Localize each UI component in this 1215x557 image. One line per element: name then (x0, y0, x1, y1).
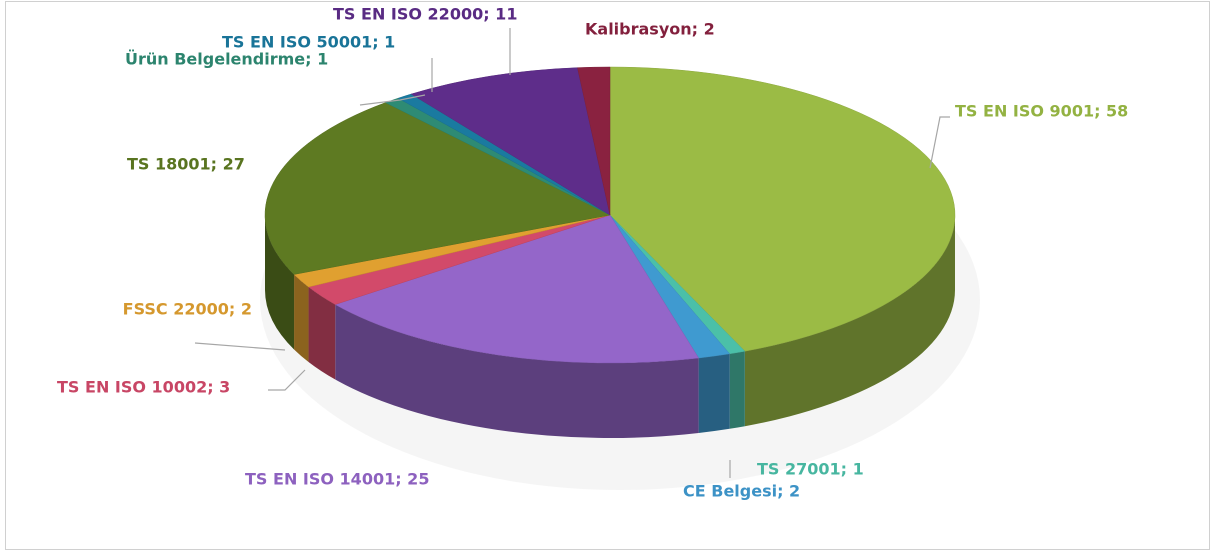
leader-line (929, 116, 950, 169)
slice (410, 67, 611, 216)
slice (609, 66, 956, 352)
slice (577, 66, 611, 216)
data-label: TS 27001; 1 (757, 460, 864, 479)
slice-side (744, 215, 955, 427)
data-label: TS EN ISO 22000; 11 (333, 5, 517, 24)
leader-line (268, 369, 306, 391)
slice-side (335, 304, 699, 438)
data-label: TS 18001; 27 (127, 155, 245, 174)
leader-line (359, 94, 426, 106)
slice-side (294, 274, 309, 362)
data-label: TS EN ISO 50001; 1 (222, 33, 395, 52)
data-label: FSSC 22000; 2 (123, 300, 252, 319)
data-label: TS EN ISO 14001; 25 (245, 470, 429, 489)
data-label: CE Belgesi; 2 (683, 482, 800, 501)
slice (334, 214, 700, 364)
slice-side (698, 353, 730, 434)
data-label: Ürün Belgelendirme; 1 (125, 50, 328, 69)
slice-side (308, 286, 336, 380)
leader-line (194, 342, 286, 351)
slice (264, 102, 611, 275)
data-label: Kalibrasyon; 2 (585, 20, 715, 39)
slice-side (265, 215, 295, 350)
data-label: TS EN ISO 9001; 58 (955, 102, 1128, 121)
slice-side (729, 351, 745, 429)
data-label: TS EN ISO 10002; 3 (57, 378, 230, 397)
